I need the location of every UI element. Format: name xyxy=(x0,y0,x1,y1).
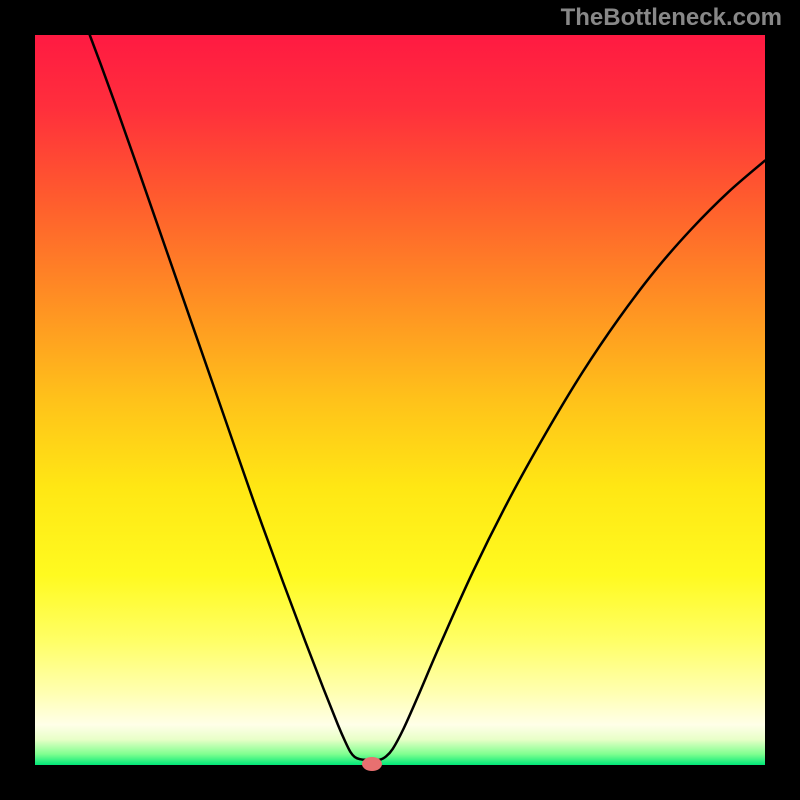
chart-frame: TheBottleneck.com xyxy=(0,0,800,800)
bottleneck-curve xyxy=(35,35,765,765)
source-watermark: TheBottleneck.com xyxy=(561,4,782,32)
plot-area xyxy=(35,35,765,765)
optimal-point-marker xyxy=(362,757,382,771)
